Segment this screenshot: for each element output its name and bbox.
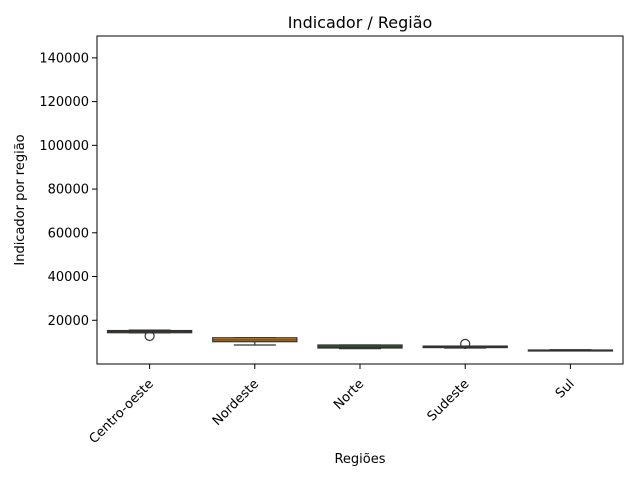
y-tick-label: 120000	[39, 95, 89, 110]
x-axis-title: Regiões	[334, 452, 385, 467]
x-tick-label: Norte	[331, 377, 367, 413]
y-tick-label: 20000	[48, 314, 89, 329]
y-axis-title: Indicador por região	[13, 134, 28, 265]
box-centro-oeste	[106, 329, 193, 342]
y-axis: 20000 40000 60000 80000 100000 120000 140000	[39, 51, 97, 329]
plot-area	[106, 329, 614, 352]
x-axis: Centro-oeste Nordeste Norte Sudeste Sul	[87, 364, 578, 447]
outlier-point	[460, 338, 471, 349]
y-tick-label: 140000	[39, 51, 89, 66]
box-sudeste	[422, 338, 508, 349]
plot-frame	[96, 35, 624, 365]
outlier-point	[144, 330, 155, 342]
box-norte	[317, 344, 403, 350]
box-nordeste	[212, 337, 298, 346]
y-tick-label: 40000	[48, 270, 89, 285]
x-tick-label: Sul	[553, 377, 578, 402]
x-tick-label: Sudeste	[425, 377, 473, 425]
y-tick-label: 100000	[39, 139, 89, 154]
box-sul	[527, 349, 614, 352]
x-tick-label: Centro-oeste	[87, 377, 157, 447]
chart-title: Indicador / Região	[288, 13, 433, 32]
x-tick-label: Nordeste	[210, 377, 262, 429]
y-tick-label: 60000	[48, 226, 89, 241]
y-tick-label: 80000	[48, 183, 89, 198]
